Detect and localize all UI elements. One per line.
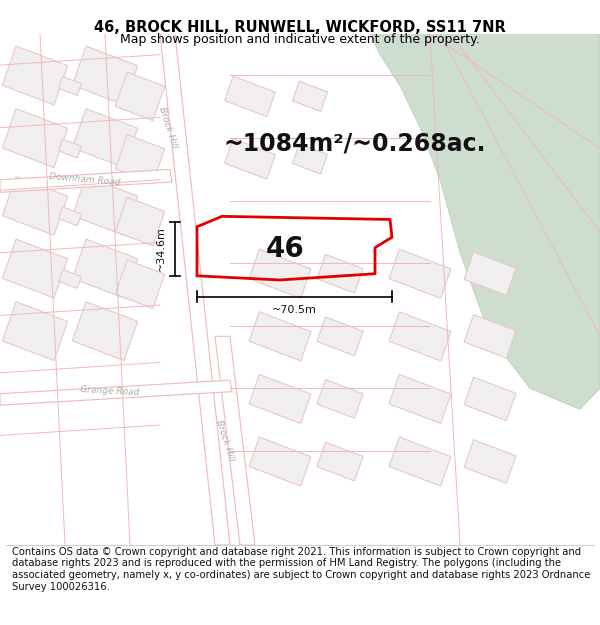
Polygon shape [115, 134, 165, 183]
Text: Brock Hill: Brock Hill [214, 419, 236, 462]
Polygon shape [317, 442, 363, 481]
Polygon shape [73, 176, 137, 236]
Polygon shape [59, 207, 82, 226]
Polygon shape [224, 76, 275, 117]
Text: ~1084m²/~0.268ac.: ~1084m²/~0.268ac. [224, 131, 486, 155]
Text: 46, BROCK HILL, RUNWELL, WICKFORD, SS11 7NR: 46, BROCK HILL, RUNWELL, WICKFORD, SS11 … [94, 20, 506, 35]
Text: Map shows position and indicative extent of the property.: Map shows position and indicative extent… [120, 32, 480, 46]
Polygon shape [464, 314, 516, 358]
Polygon shape [317, 317, 363, 356]
Polygon shape [464, 252, 516, 296]
Polygon shape [317, 379, 363, 418]
Polygon shape [115, 260, 165, 309]
Polygon shape [59, 76, 82, 96]
Polygon shape [59, 269, 82, 288]
Polygon shape [59, 139, 82, 158]
Text: Contains OS data © Crown copyright and database right 2021. This information is : Contains OS data © Crown copyright and d… [12, 547, 590, 592]
Polygon shape [160, 34, 230, 545]
Polygon shape [464, 377, 516, 421]
Polygon shape [73, 109, 137, 168]
Polygon shape [73, 46, 137, 105]
Polygon shape [249, 374, 311, 424]
Polygon shape [249, 437, 311, 486]
Polygon shape [389, 249, 451, 298]
Text: Downham Road: Downham Road [49, 173, 121, 188]
Polygon shape [0, 169, 172, 192]
Polygon shape [2, 109, 68, 168]
Polygon shape [2, 176, 68, 236]
Text: 46: 46 [266, 234, 304, 262]
Polygon shape [215, 336, 255, 545]
Polygon shape [224, 139, 275, 179]
Polygon shape [2, 46, 68, 105]
Polygon shape [292, 144, 328, 174]
Polygon shape [115, 198, 165, 246]
Polygon shape [389, 437, 451, 486]
Polygon shape [389, 374, 451, 424]
Polygon shape [2, 302, 68, 361]
Polygon shape [0, 380, 232, 405]
Polygon shape [292, 81, 328, 111]
Text: ~70.5m: ~70.5m [272, 305, 317, 315]
Polygon shape [370, 34, 600, 409]
Text: Brock Hill: Brock Hill [157, 106, 179, 149]
Polygon shape [73, 302, 137, 361]
Polygon shape [2, 239, 68, 298]
Polygon shape [389, 312, 451, 361]
Polygon shape [249, 249, 311, 298]
Polygon shape [249, 312, 311, 361]
Text: Grange Road: Grange Road [80, 384, 140, 397]
Polygon shape [73, 239, 137, 298]
Polygon shape [464, 440, 516, 483]
Polygon shape [317, 254, 363, 293]
Text: ~34.6m: ~34.6m [156, 226, 166, 271]
Polygon shape [115, 72, 165, 121]
